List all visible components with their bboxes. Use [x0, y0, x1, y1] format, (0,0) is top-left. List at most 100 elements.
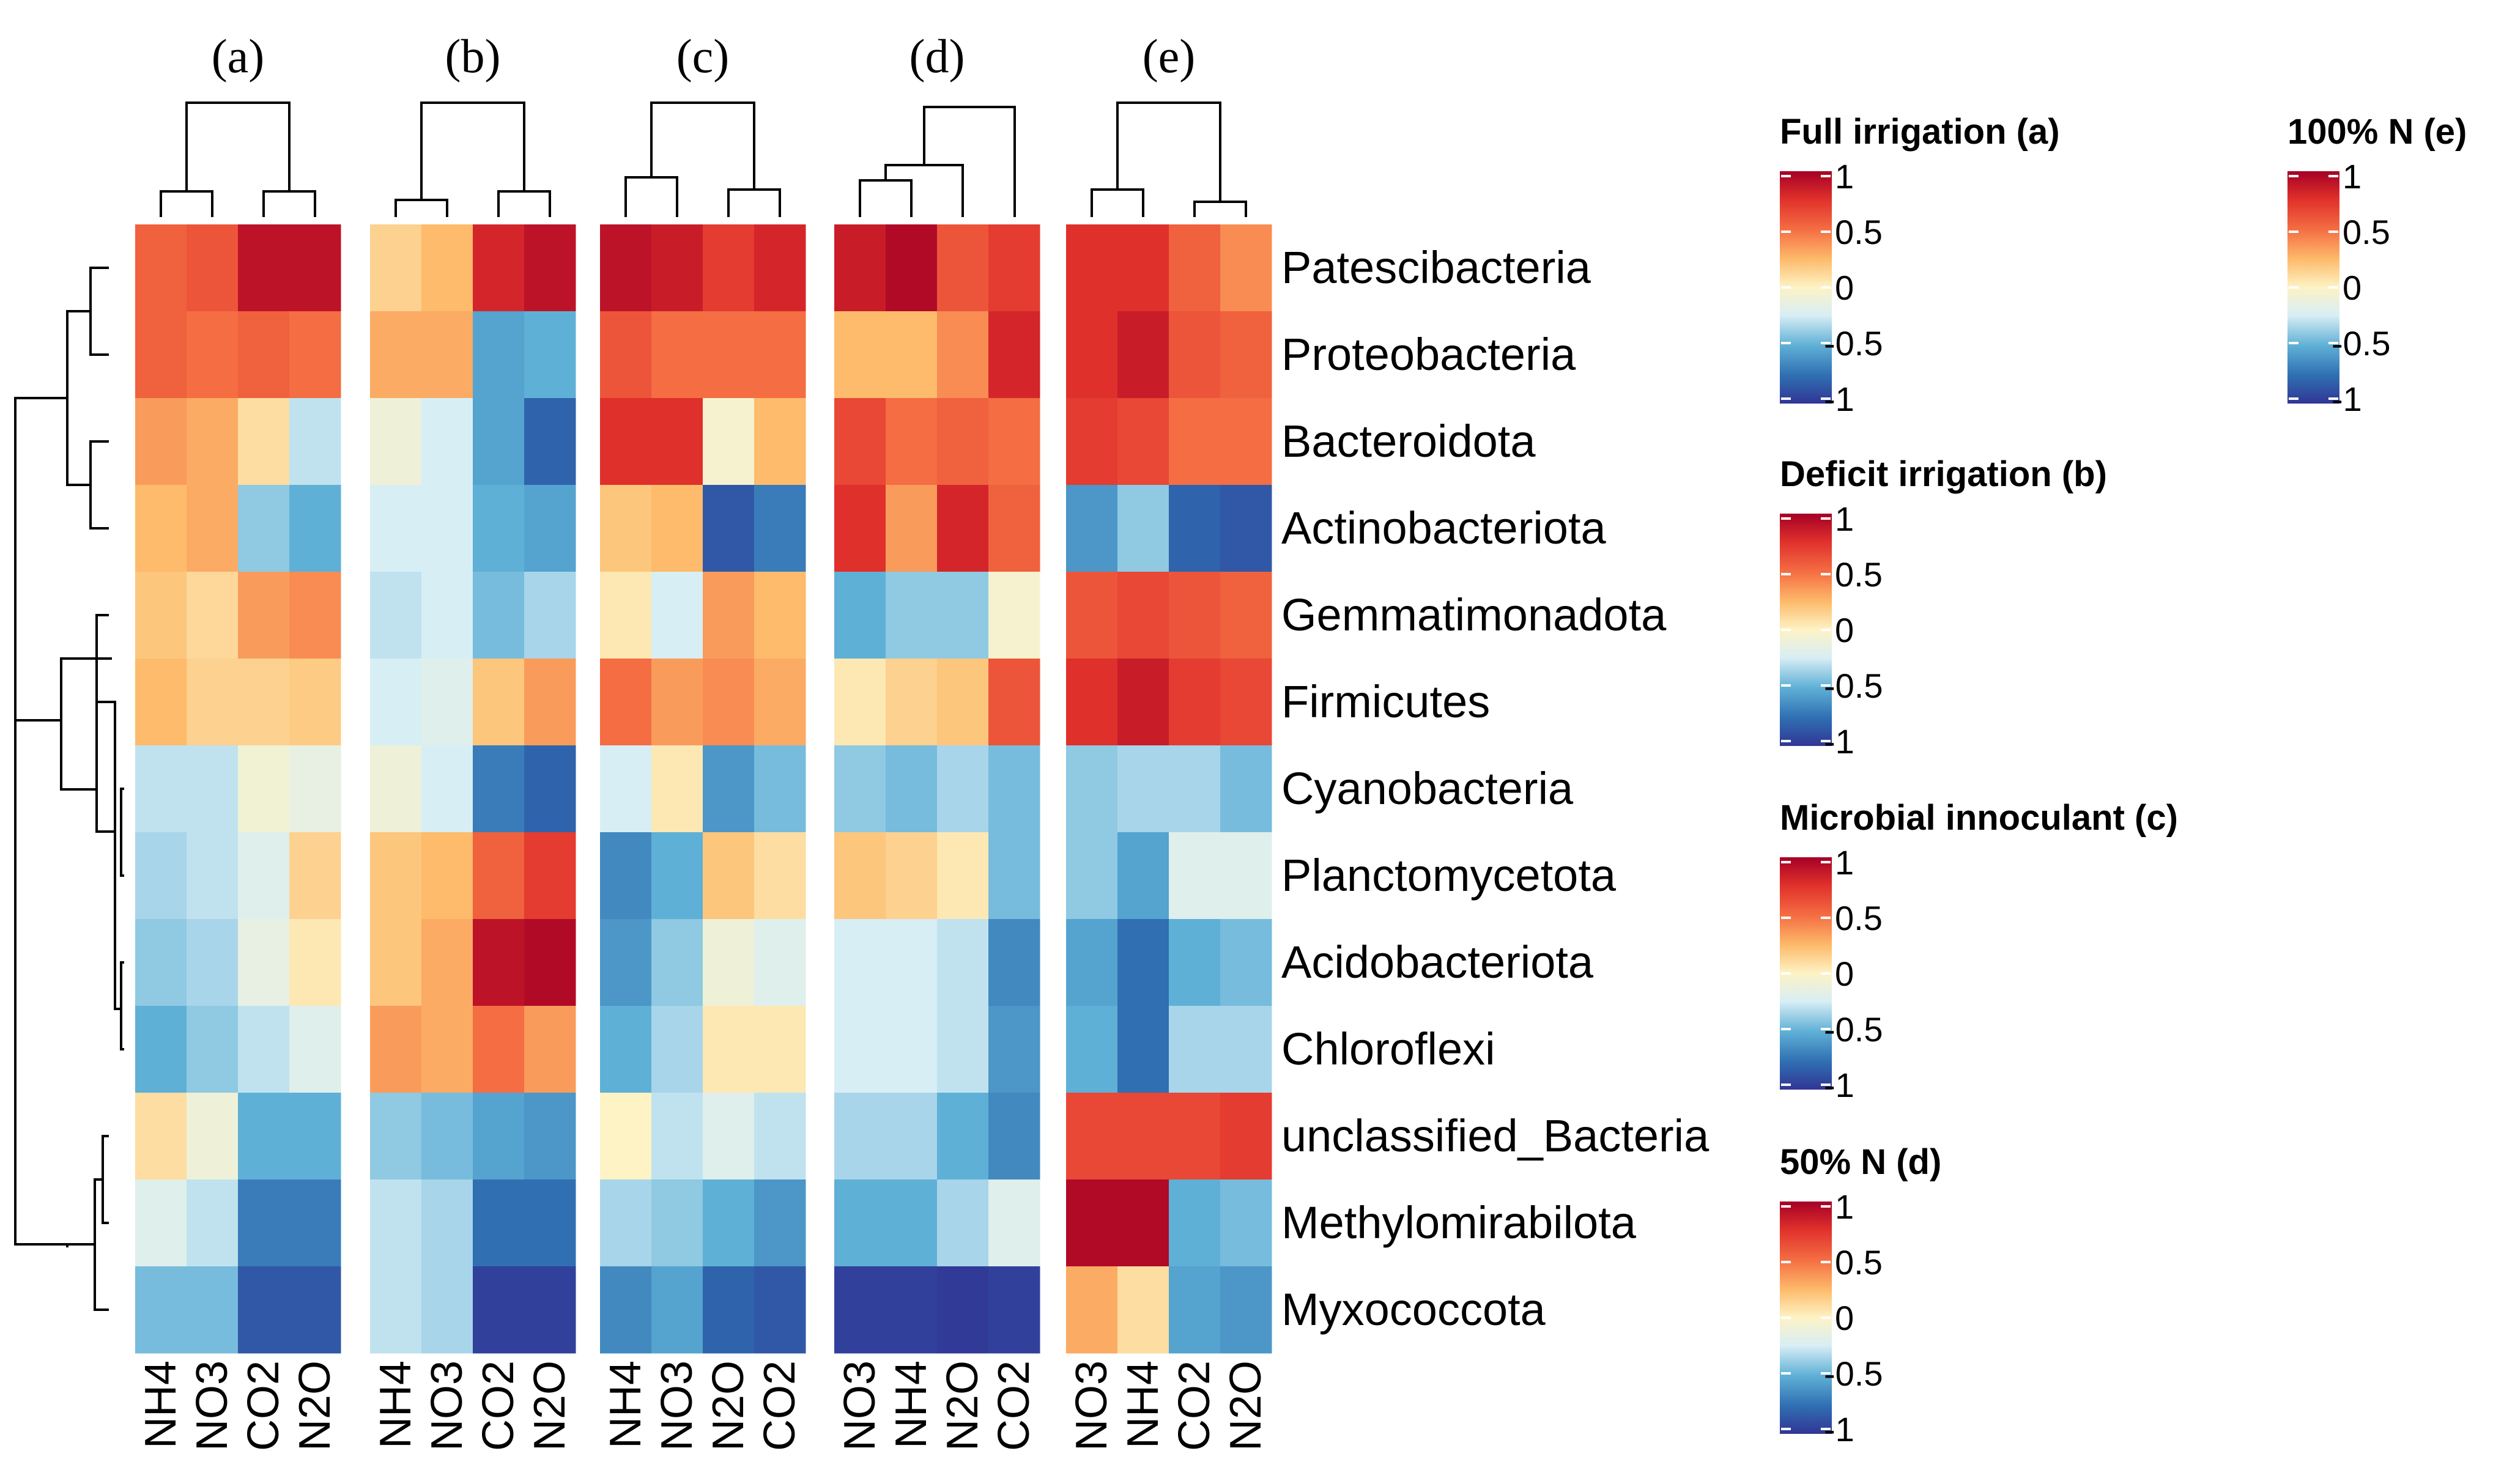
- legend-tick-label: 0.5: [1835, 555, 1883, 594]
- heatmap-cell: [600, 398, 652, 485]
- heatmap-cell: [937, 832, 989, 920]
- heatmap-cell: [1117, 224, 1169, 312]
- legend-tick-label: 1: [2343, 157, 2361, 196]
- heatmap-cell: [600, 659, 652, 746]
- heatmap-cell: [600, 1266, 652, 1354]
- heatmap-cell: [834, 224, 886, 312]
- heatmap-cell: [834, 311, 886, 399]
- heatmap-cell: [754, 745, 806, 833]
- heatmap-cell: [834, 1266, 886, 1354]
- column-label: N2O: [525, 1360, 574, 1451]
- row-label: Chloroflexi: [1281, 1024, 1495, 1074]
- heatmap-cell: [651, 1006, 703, 1093]
- heatmap-cell: [370, 572, 422, 659]
- legend-tick-label: -1: [1824, 380, 1854, 418]
- heatmap-cell: [238, 485, 290, 572]
- row-label: Gemmatimonadota: [1281, 589, 1667, 640]
- heatmap-cell: [187, 832, 239, 920]
- heatmap-cell: [238, 1179, 290, 1267]
- legend-tick-label: -0.5: [1824, 324, 1883, 363]
- heatmap-cell: [937, 1093, 989, 1180]
- legend-tick-label: 0: [2343, 268, 2361, 307]
- legend-tick-label: 0.5: [1835, 899, 1883, 937]
- heatmap-cell: [600, 311, 652, 399]
- legend-tick-label: -1: [1824, 1410, 1854, 1449]
- heatmap-cell: [473, 1006, 525, 1093]
- heatmap-cell: [187, 1266, 239, 1354]
- heatmap-cell: [1220, 659, 1272, 746]
- heatmap-cell: [135, 745, 187, 833]
- heatmap-cell: [421, 745, 473, 833]
- heatmap-cell: [886, 659, 938, 746]
- heatmap-cell: [370, 1179, 422, 1267]
- heatmap-cell: [754, 311, 806, 399]
- heatmap-cell: [473, 659, 525, 746]
- column-label: NO3: [835, 1360, 884, 1451]
- heatmap-cell: [135, 485, 187, 572]
- heatmap-cell: [289, 572, 341, 659]
- heatmap-cell: [600, 1179, 652, 1267]
- legend-tick-label: 1: [1835, 500, 1854, 538]
- heatmap-cell: [370, 1093, 422, 1180]
- heatmap-cell: [187, 224, 239, 312]
- heatmap-cell: [421, 224, 473, 312]
- column-label: CO2: [239, 1360, 288, 1451]
- row-label: Patescibacteria: [1281, 242, 1591, 293]
- column-label: CO2: [474, 1360, 523, 1451]
- heatmap-cell: [1220, 1093, 1272, 1180]
- heatmap-cell: [703, 1093, 755, 1180]
- heatmap-cell: [988, 1006, 1040, 1093]
- heatmap-cell: [886, 919, 938, 1006]
- heatmap-cell: [1066, 745, 1118, 833]
- column-labels: NH4 NO3 CO2 N2O NH4 NO3 CO2 N2O NH4 NO3 N2O CO2 NO3 N…: [136, 1360, 1270, 1451]
- heatmap-cell: [834, 745, 886, 833]
- heatmap-cells: [135, 224, 1272, 1354]
- dendrogram-d: [859, 106, 1016, 217]
- heatmap-cell: [703, 1006, 755, 1093]
- heatmap-cell: [289, 1006, 341, 1093]
- legend: 100% N (e) 1 0.5 0 -0.5 -1: [2287, 112, 2467, 418]
- heatmap-cell: [703, 832, 755, 920]
- row-label: Planctomycetota: [1281, 850, 1617, 901]
- heatmap-cell: [754, 659, 806, 746]
- row-label: Myxococcota: [1281, 1284, 1546, 1335]
- heatmap-cell: [988, 572, 1040, 659]
- heatmap-cell: [289, 398, 341, 485]
- heatmap-cell: [370, 485, 422, 572]
- heatmap-cell: [651, 224, 703, 312]
- heatmap-cell: [937, 659, 989, 746]
- heatmap-cell: [421, 1266, 473, 1354]
- heatmap-cell: [1066, 398, 1118, 485]
- heatmap-cell: [1117, 659, 1169, 746]
- column-label: N2O: [938, 1360, 987, 1451]
- heatmap-cell: [135, 1093, 187, 1180]
- legend-tick-label: 1: [1835, 843, 1854, 882]
- heatmap-cell: [937, 1266, 989, 1354]
- heatmap-cell: [600, 1093, 652, 1180]
- heatmap-cell: [988, 919, 1040, 1006]
- heatmap-cell: [1220, 919, 1272, 1006]
- column-label: NO3: [423, 1360, 472, 1451]
- heatmap-cell: [473, 398, 525, 485]
- heatmap-cell: [187, 572, 239, 659]
- row-label: Bacteroidota: [1281, 416, 1536, 467]
- heatmap-cell: [524, 1179, 576, 1267]
- heatmap-cell: [135, 311, 187, 399]
- legend-tick-label: 0.5: [2343, 213, 2390, 251]
- legend-title: Microbial innoculant (c): [1780, 798, 2178, 838]
- legend-tick-label: -1: [2332, 380, 2362, 418]
- heatmap-cell: [600, 224, 652, 312]
- column-label: N2O: [291, 1360, 339, 1451]
- heatmap-cell: [754, 485, 806, 572]
- heatmap-cell: [937, 311, 989, 399]
- column-label: NH4: [136, 1360, 185, 1449]
- heatmap-cell: [754, 1093, 806, 1180]
- heatmap-cell: [1066, 1179, 1118, 1267]
- heatmap-cell: [421, 1093, 473, 1180]
- heatmap-cell: [524, 745, 576, 833]
- legend: Microbial innoculant (c) 1 0.5 0 -0.5 -1: [1780, 798, 2178, 1104]
- heatmap-cell: [370, 398, 422, 485]
- heatmap-cell: [135, 659, 187, 746]
